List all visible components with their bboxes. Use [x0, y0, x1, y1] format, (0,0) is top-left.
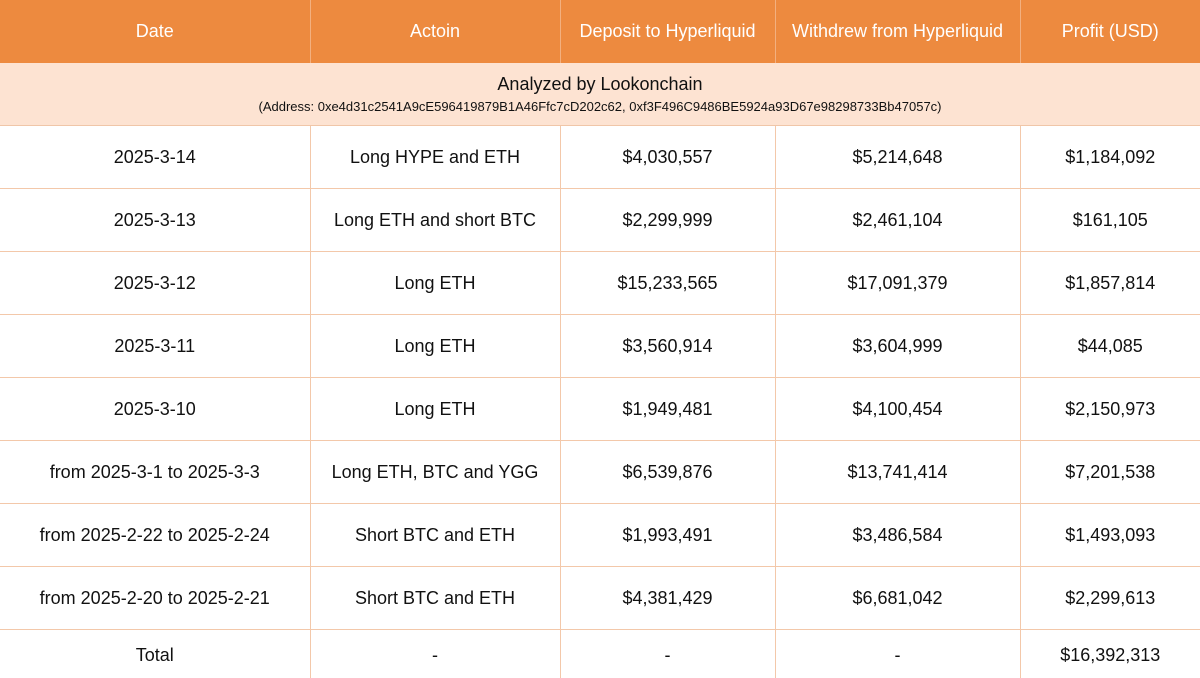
header-profit: Profit (USD): [1020, 0, 1200, 63]
cell-profit: $44,085: [1020, 314, 1200, 378]
cell-withdrew: $2,461,104: [775, 188, 1021, 252]
cell-profit: $1,857,814: [1020, 251, 1200, 315]
info-row: Analyzed by Lookonchain (Address: 0xe4d3…: [0, 63, 1200, 126]
cell-withdrew: $5,214,648: [775, 125, 1021, 189]
cell-action: Long ETH: [310, 377, 561, 441]
analyzed-by-title: Analyzed by Lookonchain: [497, 74, 703, 94]
cell-action: Short BTC and ETH: [310, 503, 561, 567]
cell-deposit: $15,233,565: [560, 251, 776, 315]
cell-withdrew: $13,741,414: [775, 440, 1021, 504]
cell-deposit: $1,949,481: [560, 377, 776, 441]
table-row: from 2025-3-1 to 2025-3-3 Long ETH, BTC a…: [0, 440, 1200, 504]
header-date: Date: [0, 0, 311, 63]
cell-profit: $7,201,538: [1020, 440, 1200, 504]
cell-withdrew: $3,604,999: [775, 314, 1021, 378]
cell-action: Long ETH: [310, 314, 561, 378]
header-row: Date Actoin Deposit to Hyperliquid Withd…: [0, 0, 1200, 63]
cell-profit: $2,299,613: [1020, 566, 1200, 630]
total-profit: $16,392,313: [1020, 629, 1200, 678]
cell-deposit: $4,381,429: [560, 566, 776, 630]
cell-deposit: $6,539,876: [560, 440, 776, 504]
cell-date: from 2025-3-1 to 2025-3-3: [0, 440, 311, 504]
total-deposit: -: [560, 629, 776, 678]
total-row: Total - - - $16,392,313: [0, 629, 1200, 678]
cell-profit: $2,150,973: [1020, 377, 1200, 441]
total-action: -: [310, 629, 561, 678]
cell-date: 2025-3-14: [0, 125, 311, 189]
cell-date: 2025-3-10: [0, 377, 311, 441]
cell-deposit: $4,030,557: [560, 125, 776, 189]
cell-action: Short BTC and ETH: [310, 566, 561, 630]
cell-profit: $161,105: [1020, 188, 1200, 252]
cell-date: 2025-3-12: [0, 251, 311, 315]
cell-profit: $1,493,093: [1020, 503, 1200, 567]
cell-deposit: $2,299,999: [560, 188, 776, 252]
table-row: from 2025-2-20 to 2025-2-21 Short BTC and…: [0, 566, 1200, 630]
cell-action: Long ETH, BTC and YGG: [310, 440, 561, 504]
header-withdrew: Withdrew from Hyperliquid: [775, 0, 1021, 63]
cell-withdrew: $3,486,584: [775, 503, 1021, 567]
cell-deposit: $1,993,491: [560, 503, 776, 567]
table-row: 2025-3-12 Long ETH $15,233,565 $17,091,379 $…: [0, 251, 1200, 315]
table-row: 2025-3-11 Long ETH $3,560,914 $3,604,999 $44…: [0, 314, 1200, 378]
cell-date: 2025-3-11: [0, 314, 311, 378]
header-deposit: Deposit to Hyperliquid: [560, 0, 776, 63]
address-text: (Address: 0xe4d31c2541A9cE596419879B1A46…: [258, 99, 942, 114]
table-row: 2025-3-10 Long ETH $1,949,481 $4,100,454 $2,…: [0, 377, 1200, 441]
total-withdrew: -: [775, 629, 1021, 678]
cell-date: 2025-3-13: [0, 188, 311, 252]
cell-withdrew: $17,091,379: [775, 251, 1021, 315]
cell-action: Long ETH: [310, 251, 561, 315]
table-row: from 2025-2-22 to 2025-2-24 Short BTC and…: [0, 503, 1200, 567]
cell-profit: $1,184,092: [1020, 125, 1200, 189]
header-action: Actoin: [310, 0, 561, 63]
cell-withdrew: $6,681,042: [775, 566, 1021, 630]
table-row: 2025-3-14 Long HYPE and ETH $4,030,557 $5,2…: [0, 125, 1200, 189]
cell-action: Long HYPE and ETH: [310, 125, 561, 189]
cell-action: Long ETH and short BTC: [310, 188, 561, 252]
cell-withdrew: $4,100,454: [775, 377, 1021, 441]
cell-date: from 2025-2-22 to 2025-2-24: [0, 503, 311, 567]
cell-date: from 2025-2-20 to 2025-2-21: [0, 566, 311, 630]
cell-deposit: $3,560,914: [560, 314, 776, 378]
info-cell: Analyzed by Lookonchain (Address: 0xe4d3…: [0, 63, 1200, 126]
table-row: 2025-3-13 Long ETH and short BTC $2,299,99…: [0, 188, 1200, 252]
total-label: Total: [0, 629, 311, 678]
